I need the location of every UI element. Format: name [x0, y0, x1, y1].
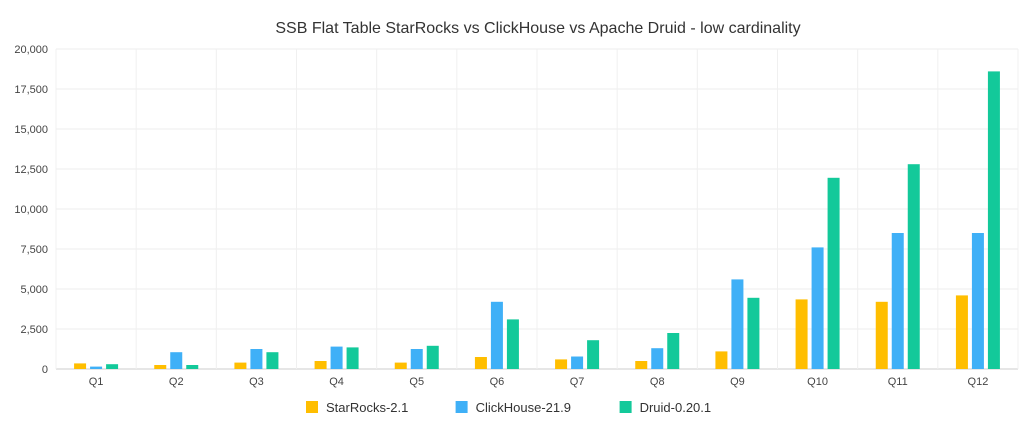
x-tick-label: Q3: [249, 376, 264, 388]
legend-label: Druid-0.20.1: [640, 400, 712, 415]
legend-swatch: [619, 401, 632, 413]
y-tick-label: 12,500: [14, 164, 48, 176]
x-tick-label: Q11: [888, 376, 908, 388]
bar-druid-0-20-1-q12: [987, 71, 1000, 370]
bar-druid-0-20-1-q11: [907, 164, 920, 369]
bar-starrocks-2-1-q10: [795, 299, 808, 369]
y-tick-label: 15,000: [14, 124, 48, 136]
bar-starrocks-2-1-q8: [635, 361, 648, 369]
bar-clickhouse-21-9-q11: [891, 233, 904, 369]
y-tick-label: 2,500: [20, 324, 48, 336]
chart-title: SSB Flat Table StarRocks vs ClickHouse v…: [275, 20, 800, 37]
x-tick-label: Q6: [490, 376, 505, 388]
bar-clickhouse-21-9-q12: [971, 233, 984, 369]
bar-starrocks-2-1-q6: [474, 357, 487, 369]
x-tick-label: Q7: [570, 376, 585, 388]
axis-layer: 0 2,500 5,000 7,500 10,000 12,500 15,000 17,500…: [14, 44, 988, 388]
legend-item-clickhouse-21-9[interactable]: ClickHouse-21.9: [455, 400, 571, 415]
bar-druid-0-20-1-q5: [426, 345, 439, 369]
bar-starrocks-2-1-q2: [154, 365, 167, 369]
bar-clickhouse-21-9-q2: [170, 352, 183, 369]
bar-druid-0-20-1-q1: [106, 364, 119, 369]
bar-starrocks-2-1-q1: [74, 363, 87, 369]
bar-druid-0-20-1-q7: [587, 340, 600, 369]
bar-druid-0-20-1-q8: [667, 333, 680, 369]
bar-druid-0-20-1-q9: [747, 297, 760, 369]
bar-druid-0-20-1-q3: [266, 352, 279, 369]
bar-clickhouse-21-9-q8: [651, 348, 664, 369]
legend-label: StarRocks-2.1: [326, 400, 408, 415]
bar-druid-0-20-1-q6: [506, 319, 519, 369]
bar-starrocks-2-1-q12: [955, 295, 968, 369]
x-tick-label: Q1: [89, 376, 104, 388]
bar-starrocks-2-1-q9: [715, 351, 728, 369]
grid-layer: [55, 48, 1019, 370]
bar-clickhouse-21-9-q6: [490, 301, 503, 369]
bar-starrocks-2-1-q3: [234, 362, 247, 369]
legend-item-druid-0-20-1[interactable]: Druid-0.20.1: [619, 400, 712, 415]
legend-item-starrocks-2-1[interactable]: StarRocks-2.1: [306, 400, 408, 415]
legend: StarRocks-2.1 ClickHouse-21.9 Druid-0.20.1: [306, 400, 711, 415]
y-tick-label: 20,000: [14, 44, 48, 56]
y-tick-label: 10,000: [14, 204, 48, 216]
bar-clickhouse-21-9-q9: [731, 279, 744, 369]
bar-clickhouse-21-9-q7: [571, 356, 584, 369]
x-tick-label: Q4: [329, 376, 344, 388]
y-tick-label: 7,500: [20, 244, 48, 256]
bar-starrocks-2-1-q4: [314, 361, 327, 369]
bar-starrocks-2-1-q7: [555, 359, 568, 369]
legend-swatch: [306, 401, 318, 413]
legend-swatch: [455, 401, 468, 413]
x-tick-label: Q5: [409, 376, 424, 388]
bar-druid-0-20-1-q2: [186, 365, 199, 369]
x-tick-label: Q10: [807, 376, 828, 388]
bar-druid-0-20-1-q10: [827, 177, 840, 369]
x-tick-label: Q2: [169, 376, 184, 388]
legend-label: ClickHouse-21.9: [476, 400, 571, 415]
bar-clickhouse-21-9-q1: [90, 366, 103, 369]
x-tick-label: Q12: [968, 376, 989, 388]
y-tick-label: 17,500: [14, 84, 48, 96]
y-tick-label: 0: [42, 364, 48, 376]
bar-starrocks-2-1-q5: [394, 362, 407, 369]
y-tick-label: 5,000: [20, 284, 48, 296]
bar-starrocks-2-1-q11: [875, 301, 888, 369]
bar-clickhouse-21-9-q3: [250, 349, 263, 369]
bar-clickhouse-21-9-q10: [811, 247, 824, 369]
bar-clickhouse-21-9-q5: [410, 349, 423, 369]
bars-layer: [74, 71, 1000, 370]
bar-druid-0-20-1-q4: [346, 347, 359, 369]
x-tick-label: Q9: [730, 376, 745, 388]
x-tick-label: Q8: [650, 376, 665, 388]
bar-clickhouse-21-9-q4: [330, 346, 343, 369]
